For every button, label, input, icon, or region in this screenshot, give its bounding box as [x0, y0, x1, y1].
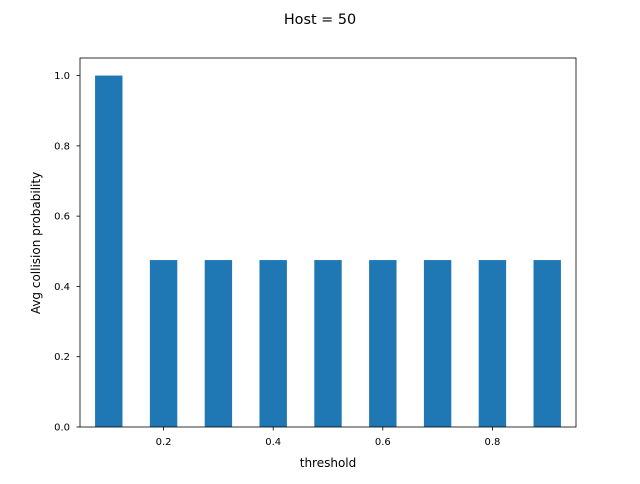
y-tick-label: 0.6 [54, 212, 70, 223]
bar-8 [478, 260, 507, 427]
y-tick-label: 0.2 [54, 352, 70, 363]
bar-6 [369, 260, 397, 427]
y-tick-label: 0.8 [54, 141, 70, 152]
x-axis-label: threshold [300, 456, 357, 470]
x-tick-label: 0.4 [265, 437, 281, 448]
y-axis-ticks: 0.0 0.2 0.4 0.6 0.8 1.0 [54, 71, 80, 434]
chart-title: Host = 50 [284, 12, 356, 28]
bar-series [95, 75, 561, 428]
bar-5 [314, 260, 342, 427]
y-axis-label: Avg collision probability [29, 172, 43, 314]
bar-7 [423, 260, 452, 427]
bar-9 [533, 260, 561, 427]
x-tick-label: 0.6 [375, 437, 391, 448]
x-tick-label: 0.2 [156, 437, 172, 448]
x-axis-ticks: 0.2 0.4 0.6 0.8 [156, 427, 500, 448]
bar-1 [95, 75, 123, 428]
y-tick-label: 1.0 [54, 71, 70, 82]
x-tick-label: 0.8 [484, 437, 500, 448]
bar-4 [259, 260, 287, 427]
bar-3 [204, 260, 233, 427]
y-tick-label: 0.0 [54, 423, 70, 434]
bar-2 [149, 260, 178, 427]
axes-frame [79, 57, 577, 428]
y-tick-label: 0.4 [54, 282, 70, 293]
